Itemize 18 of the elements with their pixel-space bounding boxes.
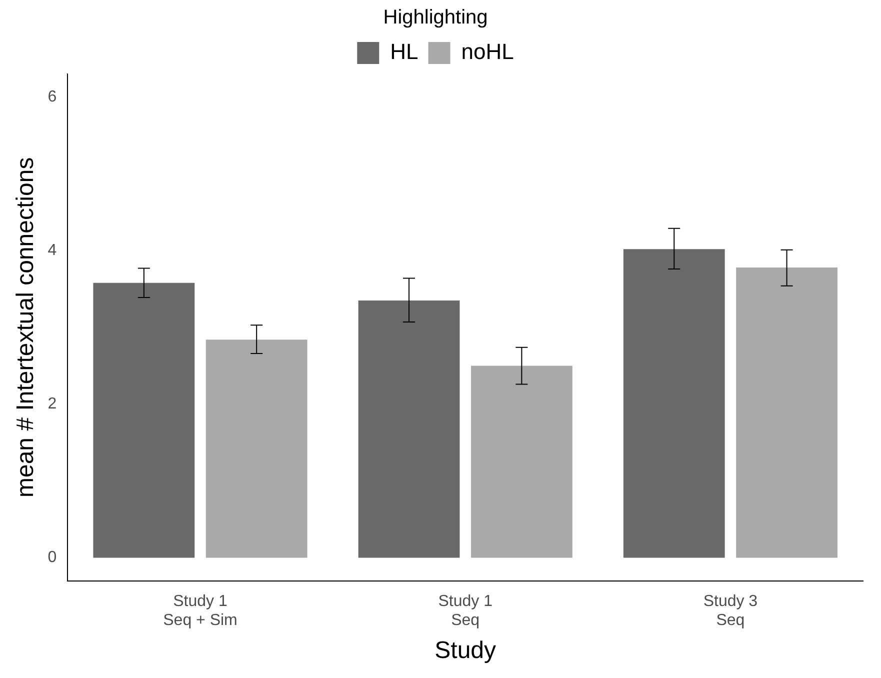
- y-axis-title: mean # Intertextual connections: [12, 157, 40, 498]
- legend-label: HL: [390, 39, 418, 64]
- legend-label: noHL: [461, 39, 514, 64]
- bar: [93, 282, 195, 558]
- y-tick-label: 4: [48, 242, 57, 260]
- bar: [736, 268, 838, 558]
- bar: [206, 340, 308, 558]
- y-tick-label: 2: [48, 396, 57, 413]
- bar: [623, 249, 725, 558]
- y-tick-label: 0: [48, 549, 57, 566]
- bar: [470, 366, 572, 558]
- legend-title: Highlighting: [383, 6, 488, 29]
- x-tick-label: Study 1 Seq + Sim: [163, 592, 238, 630]
- bar: [358, 300, 460, 558]
- x-tick-label: Study 3 Seq: [703, 592, 758, 630]
- x-tick-label: Study 1 Seq: [438, 592, 493, 630]
- x-axis-title: Study: [434, 637, 496, 664]
- y-tick-label: 6: [48, 88, 57, 106]
